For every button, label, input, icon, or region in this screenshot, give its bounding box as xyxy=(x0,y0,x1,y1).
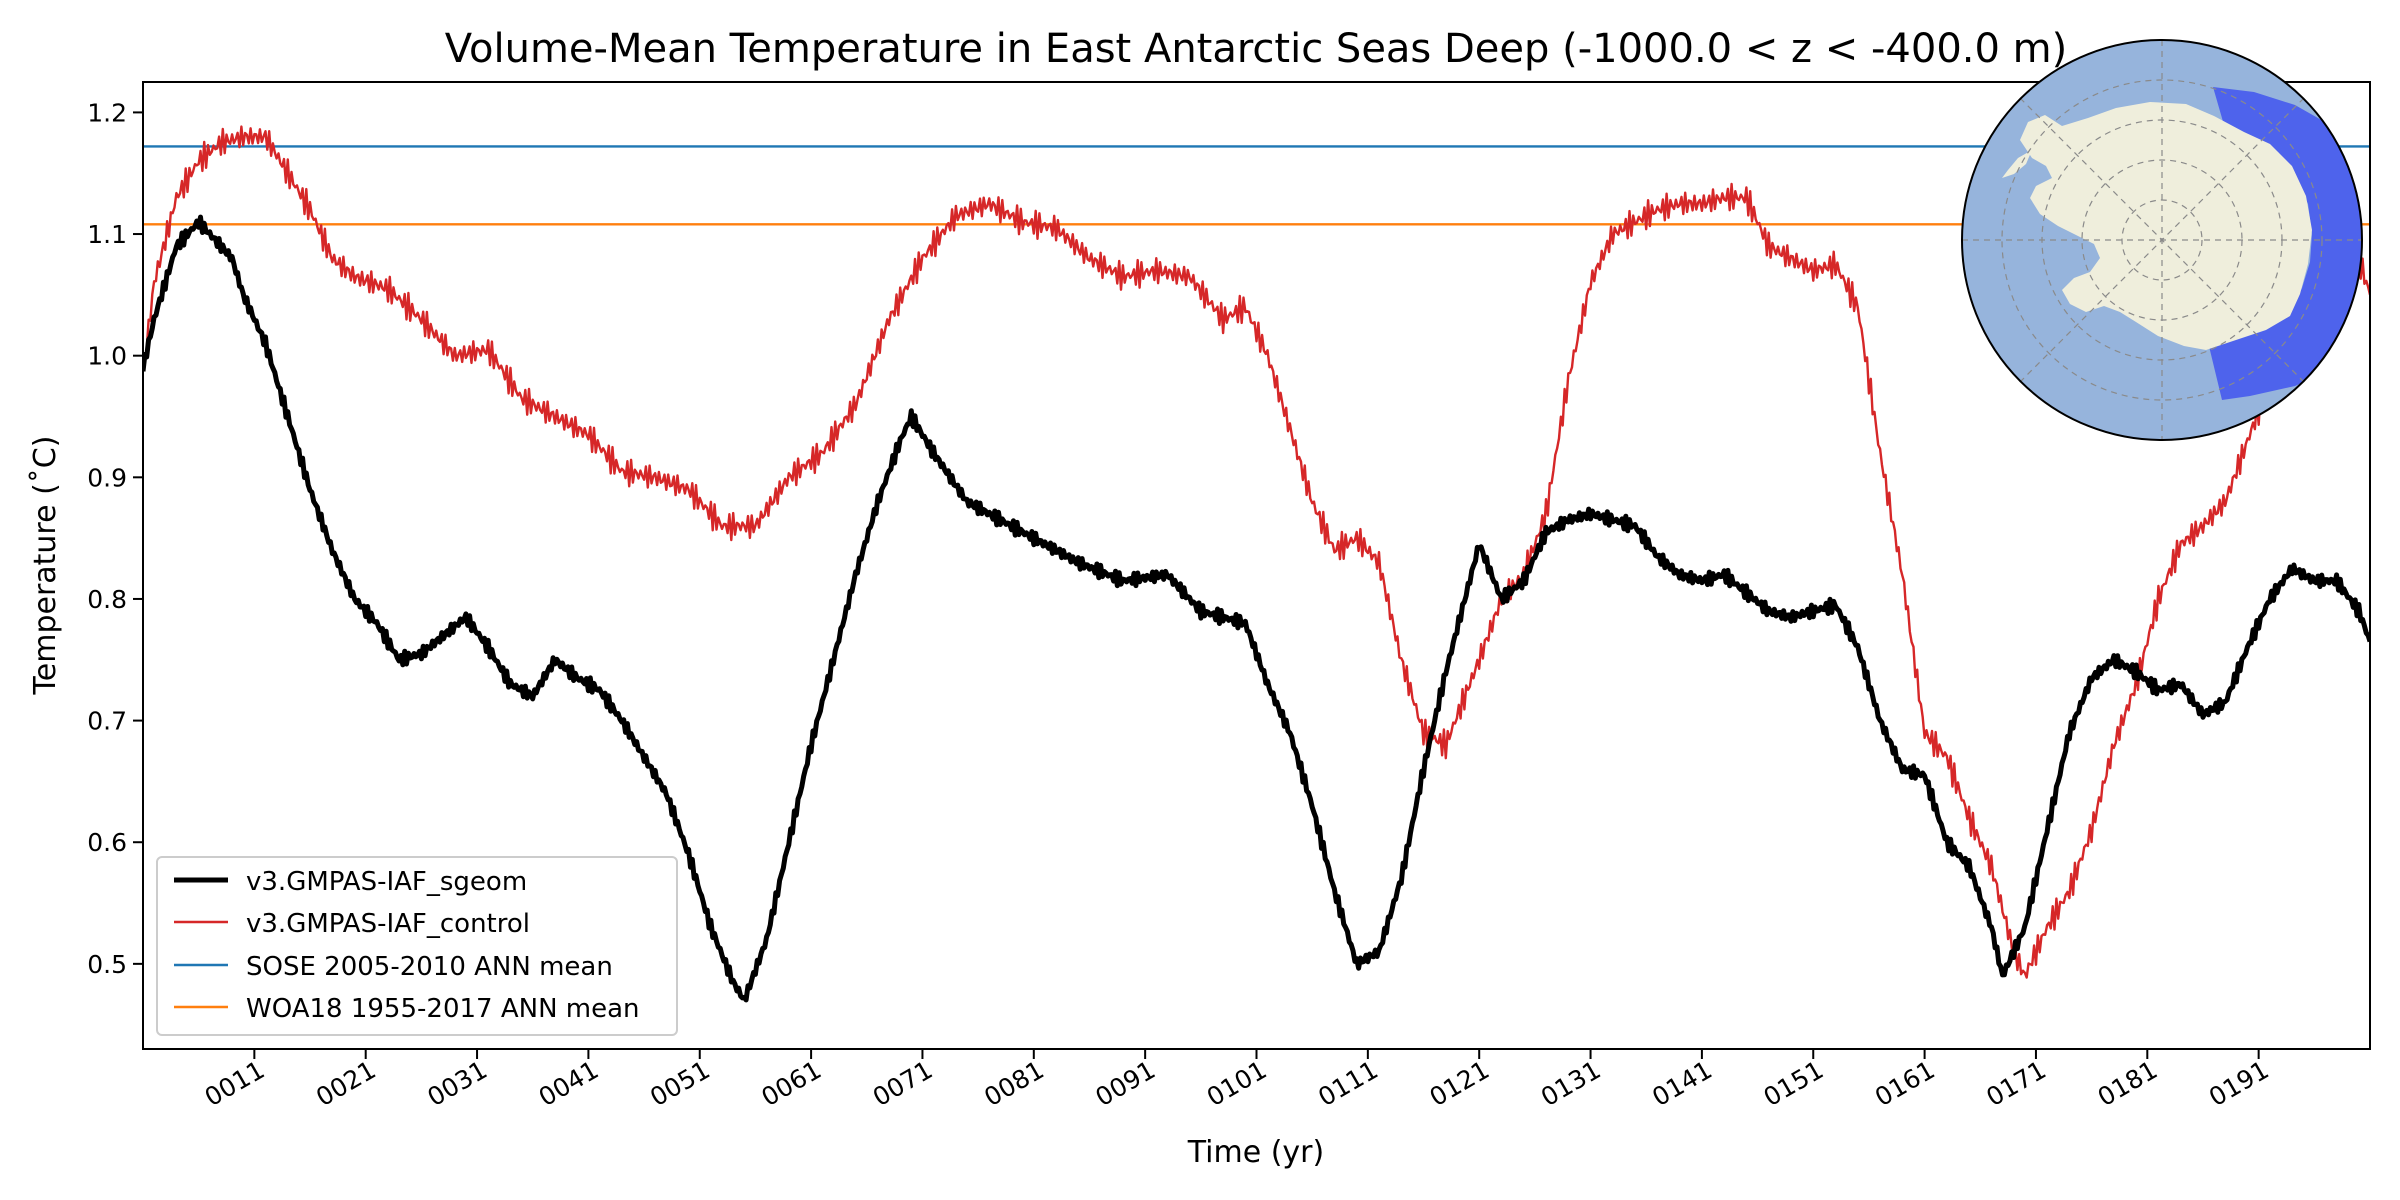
map-outline xyxy=(1961,39,2363,441)
x-tick-label: 0121 xyxy=(1425,1055,1495,1112)
x-tick-label: 0051 xyxy=(645,1055,715,1112)
y-tick-label: 0.9 xyxy=(87,463,127,492)
map-peninsula xyxy=(2002,150,2032,178)
legend-label-sose: SOSE 2005-2010 ANN mean xyxy=(246,952,613,982)
y-tick-label: 0.7 xyxy=(87,707,127,736)
x-tick-label: 0041 xyxy=(534,1055,604,1112)
x-tick-label: 0101 xyxy=(1202,1055,1272,1112)
y-axis-label: Temperature (˚C) xyxy=(28,436,63,696)
y-tick-label: 1.1 xyxy=(87,220,127,249)
y-tick-label: 1.2 xyxy=(87,98,127,127)
chart-title: Volume-Mean Temperature in East Antarcti… xyxy=(445,26,2067,72)
legend: v3.GMPAS-IAF_sgeom v3.GMPAS-IAF_control … xyxy=(156,856,678,1036)
y-tick-label: 1.0 xyxy=(87,342,127,371)
x-tick-label: 0071 xyxy=(868,1055,938,1112)
series-line-1 xyxy=(143,125,2370,979)
x-tick-label: 0181 xyxy=(2093,1055,2163,1112)
x-tick-label: 0151 xyxy=(1759,1055,1829,1112)
x-tick-label: 0061 xyxy=(756,1055,826,1112)
y-tick-label: 0.8 xyxy=(87,585,127,614)
x-tick-label: 0111 xyxy=(1313,1055,1383,1112)
y-tick-label: 0.6 xyxy=(87,828,127,857)
legend-label-woa18: WOA18 1955-2017 ANN mean xyxy=(246,994,640,1024)
x-axis-label: Time (yr) xyxy=(1187,1135,1324,1170)
series-line-0 xyxy=(143,214,2370,1003)
legend-label-sgeom: v3.GMPAS-IAF_sgeom xyxy=(246,867,527,897)
x-tick-label: 0191 xyxy=(2204,1055,2274,1112)
y-tick-label: 0.5 xyxy=(87,950,127,979)
map-antarctica-land xyxy=(2020,102,2312,350)
x-tick-label: 0021 xyxy=(311,1055,381,1112)
x-axis: 0011 0021 0031 0041 0051 0061 0071 0081 0091 0101… xyxy=(200,1049,2274,1112)
x-tick-label: 0011 xyxy=(200,1055,270,1112)
map-graticule xyxy=(1962,40,2362,440)
x-tick-label: 0171 xyxy=(1981,1055,2051,1112)
antarctic-region-map xyxy=(1961,39,2363,441)
x-tick-label: 0091 xyxy=(1091,1055,1161,1112)
x-tick-label: 0131 xyxy=(1536,1055,1606,1112)
legend-label-control: v3.GMPAS-IAF_control xyxy=(246,909,530,939)
x-tick-label: 0081 xyxy=(979,1055,1049,1112)
x-tick-label: 0031 xyxy=(422,1055,492,1112)
x-tick-label: 0161 xyxy=(1870,1055,1940,1112)
x-tick-label: 0141 xyxy=(1647,1055,1717,1112)
y-axis: 0.5 0.6 0.7 0.8 0.9 1.0 1.1 1.2 xyxy=(87,98,143,979)
legend-box xyxy=(156,856,678,1036)
